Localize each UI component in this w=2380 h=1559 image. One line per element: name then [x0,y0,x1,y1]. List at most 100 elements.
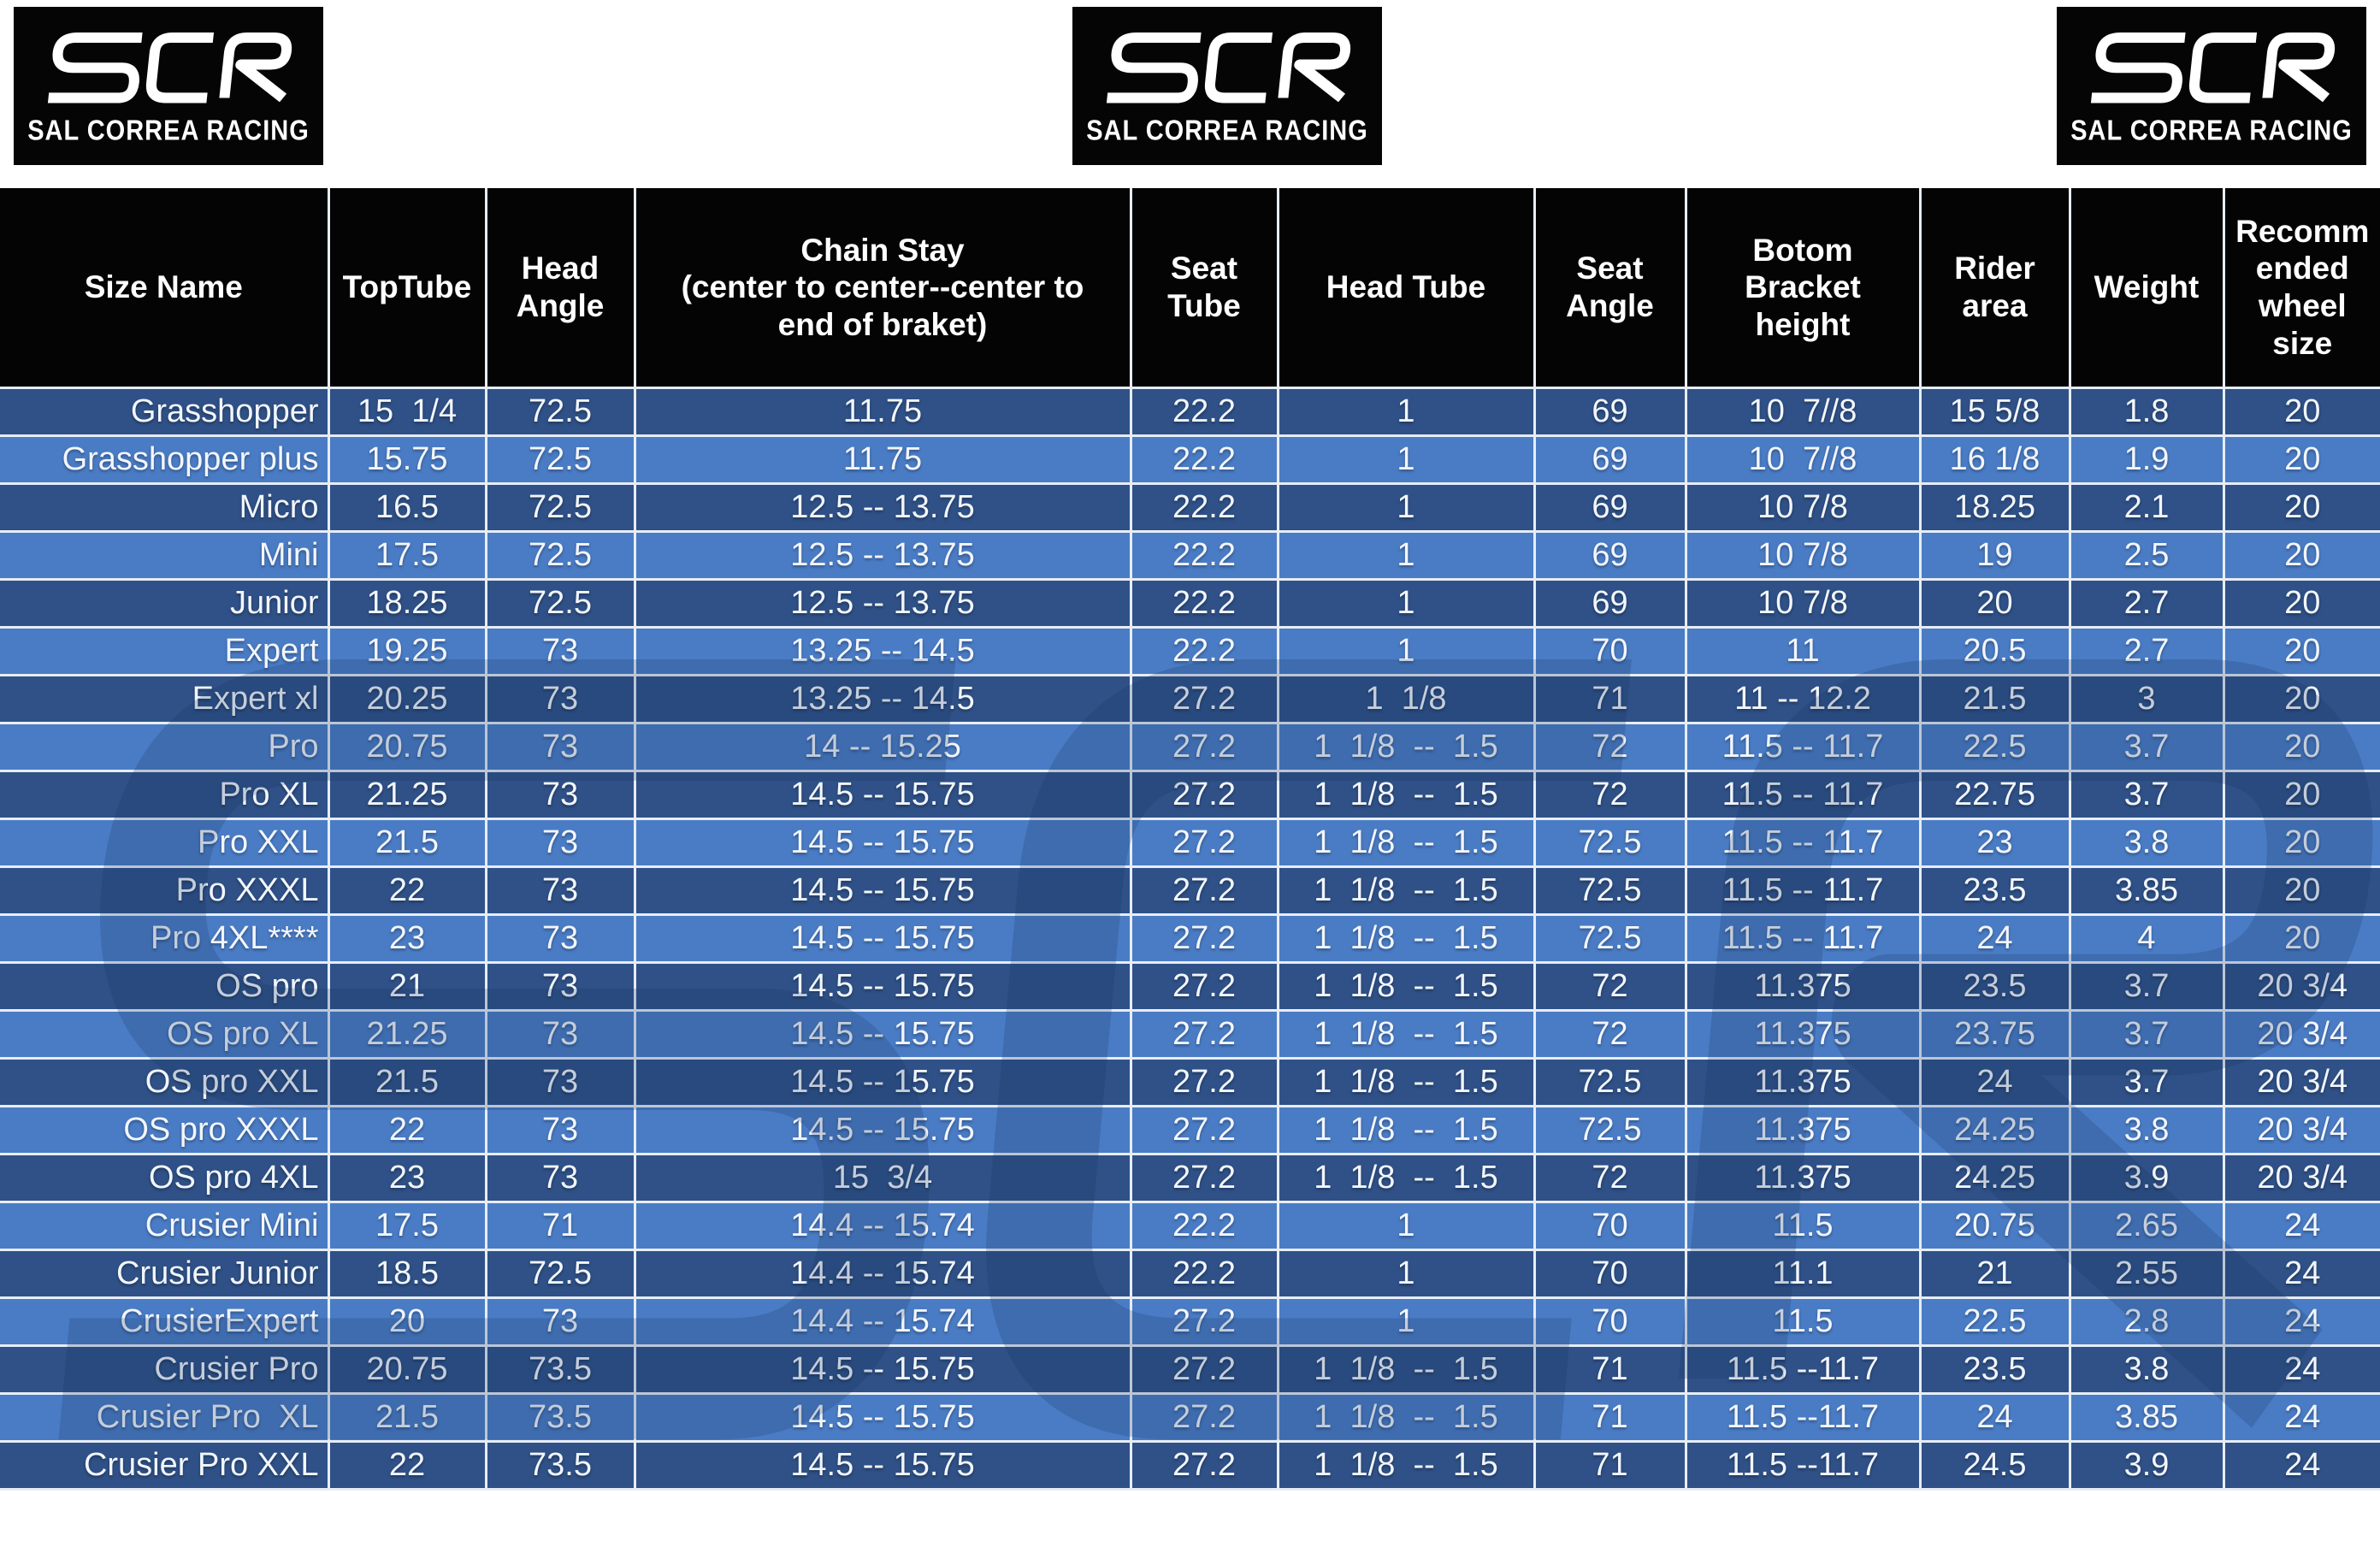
table-cell: 1 1/8 -- 1.5 [1276,1392,1536,1443]
column-header-weight: Weight [2068,188,2225,389]
frame-geometry-table: Size Name TopTube Head Angle Chain Stay … [0,188,2380,1491]
table-row: Crusier Pro XL 21.5 73.5 14.5 -- 15.75 27.2 1… [0,1392,2380,1443]
table-cell: 2.8 [2068,1296,2225,1347]
table-cell: 22 [327,865,487,916]
table-cell: 11.5 -- 11.7 [1684,818,1922,868]
table-cell: OS pro XXL [0,1057,330,1107]
table-cell: 24 [2222,1344,2380,1395]
table-cell: Crusier Pro XXL [0,1440,330,1491]
table-cell: 3.7 [2068,1009,2225,1060]
table-cell: OS pro XXXL [0,1105,330,1155]
table-cell: 22.2 [1129,530,1279,581]
table-cell: 23.75 [1918,1009,2071,1060]
table-cell: 1 [1276,482,1536,533]
table-cell: 14.5 -- 15.75 [633,865,1132,916]
table-cell: 3.7 [2068,722,2225,772]
table-cell: 73 [484,674,636,724]
table-cell: 14.4 -- 15.74 [633,1249,1132,1299]
table-cell: 72.5 [1533,865,1687,916]
table-cell: 11.5 -- 11.7 [1684,913,1922,964]
table-row: Crusier Junior 18.5 72.5 14.4 -- 15.74 22.2 1… [0,1249,2380,1299]
table-cell: Pro [0,722,330,772]
table-cell: OS pro XL [0,1009,330,1060]
table-cell: 14.5 -- 15.75 [633,1344,1132,1395]
table-row: Pro 20.75 73 14 -- 15.25 27.2 1 1/8 -- 1.5 72 1… [0,722,2380,772]
table-cell: 20 [2222,530,2380,581]
table-cell: 24 [2222,1249,2380,1299]
table-row: OS pro XXL 21.5 73 14.5 -- 15.75 27.2 1 1/8 -… [0,1057,2380,1107]
table-cell: 1 [1276,434,1536,485]
table-cell: 22 [327,1105,487,1155]
table-cell: 20.5 [1918,626,2071,676]
table-cell: 4 [2068,913,2225,964]
table-cell: 3.9 [2068,1153,2225,1203]
table-cell: 69 [1533,578,1687,629]
table-cell: 11.5 -- 11.7 [1684,770,1922,820]
table-cell: 1 1/8 [1276,674,1536,724]
table-cell: 11.375 [1684,1105,1922,1155]
table-cell: CrusierExpert [0,1296,330,1347]
table-cell: 20 [2222,387,2380,437]
table-cell: 27.2 [1129,1153,1279,1203]
table-cell: 73.5 [484,1344,636,1395]
table-cell: 2.5 [2068,530,2225,581]
table-cell: 11 -- 12.2 [1684,674,1922,724]
table-cell: Junior [0,578,330,629]
table-cell: 27.2 [1129,818,1279,868]
table-cell: 11.375 [1684,1057,1922,1107]
table-cell: 11.5 [1684,1296,1922,1347]
table-cell: 10 7//8 [1684,434,1922,485]
table-cell: 73 [484,913,636,964]
table-cell: 3.8 [2068,1105,2225,1155]
table-cell: 70 [1533,1249,1687,1299]
table-cell: 72.5 [484,387,636,437]
table-cell: 15 5/8 [1918,387,2071,437]
logo-subtitle: SAL CORREA RACING [27,115,310,147]
table-cell: 20 [2222,770,2380,820]
table-cell: 3.7 [2068,770,2225,820]
table-cell: Grasshopper [0,387,330,437]
table-cell: OS pro 4XL [0,1153,330,1203]
table-cell: 14.5 -- 15.75 [633,1057,1132,1107]
column-header-seat-tube: Seat Tube [1129,188,1279,389]
table-cell: Grasshopper plus [0,434,330,485]
table-cell: 11.5 --11.7 [1684,1440,1922,1491]
table-cell: 1 [1276,1249,1536,1299]
table-cell: 2.7 [2068,578,2225,629]
table-cell: 71 [1533,1440,1687,1491]
table-cell: 71 [1533,1344,1687,1395]
table-cell: 20 [2222,818,2380,868]
table-cell: 27.2 [1129,722,1279,772]
table-cell: 11.5 --11.7 [1684,1344,1922,1395]
table-cell: 1 1/8 -- 1.5 [1276,818,1536,868]
table-cell: 10 7//8 [1684,387,1922,437]
table-cell: 21 [327,961,487,1012]
table-cell: 18.25 [1918,482,2071,533]
table-cell: 72.5 [484,434,636,485]
table-cell: 1 1/8 -- 1.5 [1276,1057,1536,1107]
table-cell: Micro [0,482,330,533]
table-cell: 22.2 [1129,578,1279,629]
table-row: Pro XL 21.25 73 14.5 -- 15.75 27.2 1 1/8 -- 1… [0,770,2380,820]
table-cell: 14 -- 15.25 [633,722,1132,772]
scr-logo-left: SAL CORREA RACING [14,7,323,165]
table-cell: 24 [2222,1392,2380,1443]
table-cell: 2.65 [2068,1201,2225,1251]
table-cell: 1 1/8 -- 1.5 [1276,1344,1536,1395]
table-cell: 21.5 [327,818,487,868]
table-cell: 3.7 [2068,1057,2225,1107]
table-cell: 20.75 [1918,1201,2071,1251]
table-cell: 72.5 [484,1249,636,1299]
table-cell: 1 [1276,1201,1536,1251]
table-cell: 1.9 [2068,434,2225,485]
table-cell: 72.5 [1533,1105,1687,1155]
table-cell: 70 [1533,1201,1687,1251]
table-cell: 20 [2222,865,2380,916]
table-cell: 14.4 -- 15.74 [633,1296,1132,1347]
table-cell: 1 [1276,1296,1536,1347]
table-cell: 71 [484,1201,636,1251]
scr-logo-right: SAL CORREA RACING [2057,7,2366,165]
table-cell: 13.25 -- 14.5 [633,674,1132,724]
table-cell: 22.5 [1918,1296,2071,1347]
table-row: Crusier Mini 17.5 71 14.4 -- 15.74 22.2 1 70 11… [0,1201,2380,1251]
